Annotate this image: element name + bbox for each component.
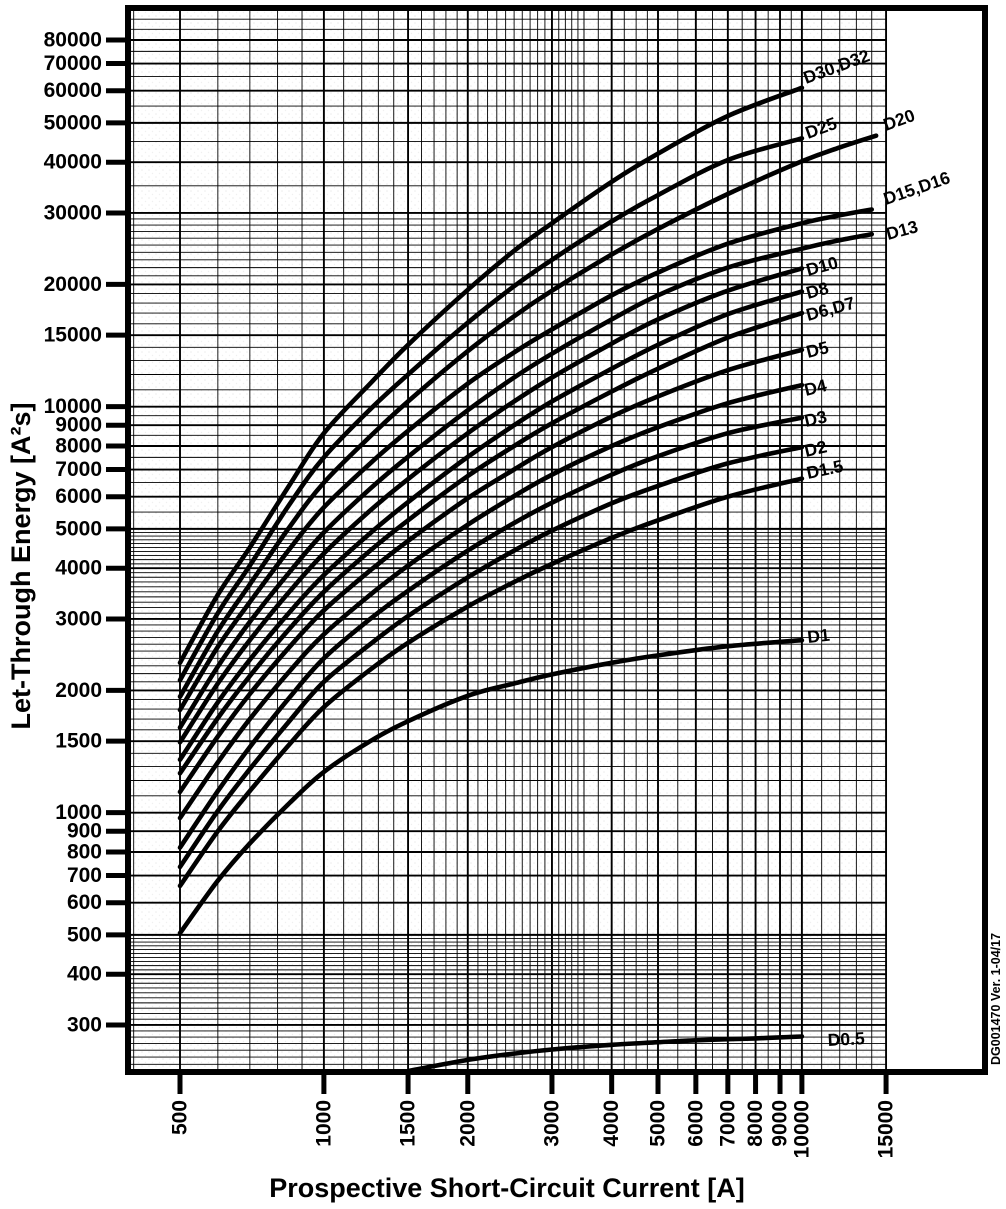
curves (177, 85, 879, 1074)
y-tick-label-600: 600 (67, 891, 102, 914)
x-tick-label-10000: 10000 (790, 1100, 813, 1158)
y-tick-label-900: 900 (67, 820, 102, 843)
curve-label-D1: D1 (806, 625, 831, 647)
axis-ticks (106, 37, 889, 1094)
x-tick-label-6000: 6000 (684, 1100, 707, 1147)
y-tick-label-15000: 15000 (44, 324, 102, 347)
x-axis-title: Prospective Short-Circuit Current [A] (269, 1173, 745, 1203)
curve-D13 (177, 231, 874, 730)
y-tick-label-4000: 4000 (55, 557, 102, 580)
y-tick-label-700: 700 (67, 864, 102, 887)
curve-D10 (177, 266, 805, 745)
y-tick-label-80000: 80000 (44, 29, 102, 52)
y-tick-label-9000: 9000 (55, 414, 102, 437)
y-axis-title: Let-Through Energy [A²s] (6, 403, 36, 730)
x-tick-label-2000: 2000 (456, 1100, 479, 1147)
y-tick-label-70000: 70000 (44, 52, 102, 75)
x-tick-label-8000: 8000 (744, 1100, 767, 1147)
y-tick-label-400: 400 (67, 963, 102, 986)
y-tick-label-8000: 8000 (55, 435, 102, 458)
curve-D8 (177, 289, 805, 762)
curve-D6,D7 (177, 310, 805, 776)
chart-render-root: 3004005006007008009001000150020003000400… (44, 5, 988, 1159)
curve-D1 (177, 637, 805, 936)
y-tick-label-6000: 6000 (55, 485, 102, 508)
y-tick-label-30000: 30000 (44, 201, 102, 224)
grid-minor (128, 8, 887, 1072)
curve-label-D3: D3 (802, 406, 829, 431)
x-tick-label-3000: 3000 (540, 1100, 563, 1147)
curve-D25 (177, 136, 805, 683)
curve-D1.5 (177, 476, 805, 889)
curve-label-D0.5: D0.5 (827, 1028, 865, 1050)
y-tick-label-3000: 3000 (55, 607, 102, 630)
x-tick-label-15000: 15000 (875, 1100, 898, 1158)
curve-label-D13: D13 (884, 216, 920, 244)
y-tick-label-60000: 60000 (44, 79, 102, 102)
x-tick-label-1500: 1500 (397, 1100, 420, 1147)
y-tick-label-5000: 5000 (55, 517, 102, 540)
y-tick-label-800: 800 (67, 841, 102, 864)
curve-label-D2: D2 (802, 436, 829, 461)
y-tick-label-500: 500 (67, 923, 102, 946)
curve-D2 (177, 444, 805, 870)
y-tick-label-20000: 20000 (44, 273, 102, 296)
y-tick-label-300: 300 (67, 1013, 102, 1036)
y-tick-label-40000: 40000 (44, 151, 102, 174)
curve-D4 (177, 382, 805, 821)
curve-label-D15,D16: D15,D16 (881, 167, 953, 208)
curve-D0.5 (405, 1034, 805, 1074)
axis-tick-labels: 3004005006007008009001000150020003000400… (44, 29, 898, 1159)
y-tick-label-2000: 2000 (55, 679, 102, 702)
document-reference-watermark: DG001470 Ver. 1-04/17 (989, 933, 1003, 1065)
x-tick-label-500: 500 (169, 1100, 192, 1135)
y-tick-label-1000: 1000 (55, 801, 102, 824)
y-tick-label-7000: 7000 (55, 458, 102, 481)
x-tick-label-1000: 1000 (312, 1100, 335, 1147)
y-tick-label-50000: 50000 (44, 111, 102, 134)
curve-D5 (177, 347, 805, 795)
curve-D20 (177, 133, 879, 699)
plot-border (125, 5, 988, 1075)
x-tick-label-9000: 9000 (769, 1100, 792, 1147)
x-tick-label-7000: 7000 (716, 1100, 739, 1147)
curve-D3 (177, 415, 805, 850)
y-tick-label-1500: 1500 (55, 730, 102, 753)
y-tick-label-10000: 10000 (44, 395, 102, 418)
x-tick-label-5000: 5000 (647, 1100, 670, 1147)
curve-D30,D32 (177, 85, 805, 666)
curve-D15,D16 (177, 207, 874, 713)
x-tick-label-4000: 4000 (600, 1100, 623, 1147)
